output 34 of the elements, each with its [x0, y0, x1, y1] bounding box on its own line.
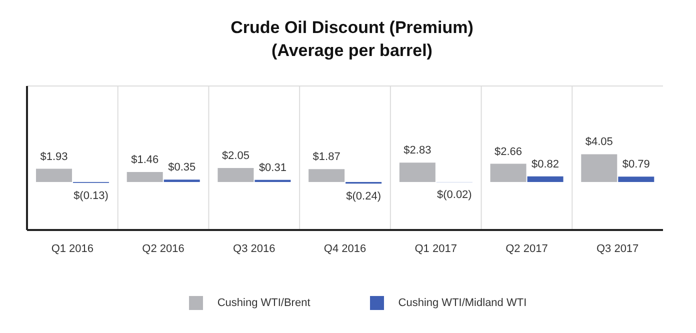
- chart-title: Crude Oil Discount (Premium): [230, 17, 474, 39]
- bar: [126, 172, 163, 182]
- data-label: $0.35: [168, 162, 196, 174]
- data-label: $0.82: [532, 158, 560, 170]
- data-label: $2.05: [222, 150, 250, 162]
- bar: [490, 164, 526, 182]
- data-label: $0.31: [258, 162, 286, 174]
- x-tick-label: Q3 2017: [596, 242, 639, 255]
- data-label: $(0.02): [437, 189, 472, 202]
- x-tick-label: Q1 2017: [414, 242, 457, 255]
- data-label: $1.87: [312, 151, 340, 164]
- x-tick-label: Q2 2017: [506, 242, 548, 255]
- bar: [581, 154, 618, 182]
- chart-subtitle: (Average per barrel): [270, 40, 434, 62]
- legend-label: Cushing WTI/Brent: [217, 297, 310, 309]
- legend-label: Cushing WTI/Midland WTI: [398, 297, 527, 309]
- data-label: $1.93: [40, 150, 68, 163]
- bar: [308, 169, 345, 182]
- x-tick-label: Q4 2016: [324, 242, 366, 255]
- x-tick-label: Q2 2016: [142, 242, 184, 255]
- bar: [218, 168, 254, 182]
- data-label: $(0.13): [74, 190, 108, 202]
- data-label: $(0.24): [346, 190, 381, 203]
- data-label: $1.46: [131, 154, 159, 166]
- bar: [399, 162, 436, 182]
- data-label: $0.79: [622, 158, 650, 171]
- data-label: $2.83: [404, 144, 432, 157]
- data-label: $4.05: [585, 136, 613, 148]
- bar: [618, 176, 654, 182]
- x-tick-label: Q3 2016: [233, 242, 276, 255]
- data-label: $2.66: [494, 146, 522, 158]
- x-tick-label: Q1 2016: [51, 242, 94, 255]
- bar: [36, 168, 72, 182]
- bar: [527, 176, 564, 182]
